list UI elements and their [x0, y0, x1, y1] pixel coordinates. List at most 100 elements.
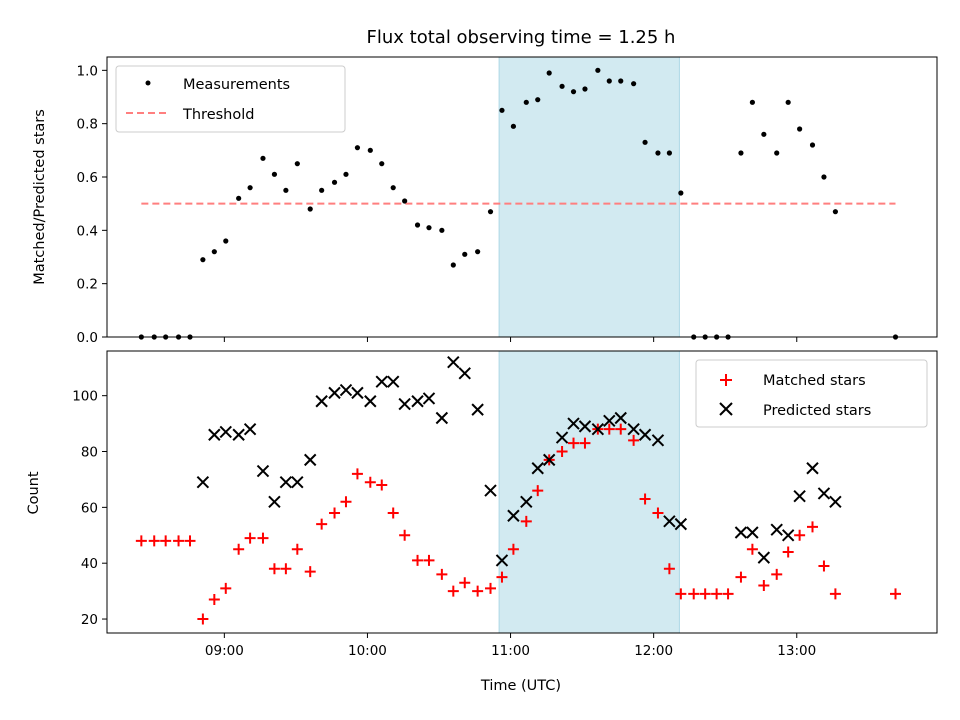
measurement-point — [200, 257, 206, 263]
measurement-point — [510, 123, 517, 129]
measurement-point — [247, 185, 253, 191]
measurement-point — [331, 179, 338, 185]
measurement-point — [666, 150, 672, 156]
measurement-point — [307, 206, 313, 212]
matched-star-point — [496, 571, 508, 583]
matched-star-point — [329, 507, 341, 519]
predicted-star-point — [674, 517, 688, 531]
measurement-point — [832, 209, 838, 215]
matched-star-point — [399, 529, 411, 541]
y-tick-label: 0.6 — [77, 170, 98, 186]
x-axis-label: Time (UTC) — [480, 678, 561, 694]
measurement-point — [749, 99, 755, 105]
predicted-star-point — [447, 355, 460, 369]
legend-matched-marker — [720, 374, 732, 386]
predicted-star-point — [638, 428, 652, 441]
matched-star-point — [351, 468, 363, 480]
measurement-point — [559, 83, 565, 89]
predicted-star-point — [591, 422, 605, 436]
predicted-star-point — [398, 397, 411, 411]
measurement-point — [642, 139, 648, 145]
measurement-point — [367, 147, 373, 153]
predicted-star-point — [746, 526, 759, 539]
y-tick-label: 0.0 — [77, 330, 98, 346]
top-highlight-span — [498, 56, 680, 338]
predicted-star-point — [520, 495, 533, 508]
predicted-star-point — [243, 422, 257, 436]
matched-star-point — [280, 563, 292, 575]
y-tick-label: 60 — [81, 500, 98, 516]
top-y-axis: 0.0 0.2 0.4 0.6 0.8 1.0 — [77, 63, 107, 346]
measurement-point — [631, 81, 637, 87]
y-tick-label: 20 — [81, 612, 98, 628]
bottom-panel: 20 40 60 80 100 09:00 10:00 11:00 12:00 13:00 Co… — [26, 350, 938, 694]
predicted-star-point — [614, 411, 627, 425]
legend-predicted-label: Predicted stars — [763, 403, 871, 419]
top-panel: 0.0 0.2 0.4 0.6 0.8 1.0 Matched/Predicted sta… — [32, 56, 938, 346]
matched-star-point — [818, 560, 830, 572]
x-tick-label: 12:00 — [634, 643, 673, 659]
predicted-star-point — [268, 495, 281, 508]
matched-star-point — [615, 423, 627, 435]
matched-star-point — [794, 529, 806, 541]
matched-star-point — [532, 485, 544, 497]
measurement-point — [390, 185, 396, 191]
measurement-point — [618, 78, 624, 84]
predicted-star-point — [471, 403, 484, 416]
top-plot-frame — [106, 56, 938, 338]
matched-star-point — [782, 546, 794, 558]
matched-star-point — [316, 518, 328, 530]
top-y-axis-label: Matched/Predicted stars — [32, 109, 48, 285]
measurement-point — [821, 174, 827, 180]
predicted-star-point — [458, 367, 471, 380]
predicted-star-point — [829, 495, 842, 508]
predicted-star-point — [328, 386, 341, 400]
matched-star-point — [447, 585, 459, 597]
matched-star-point — [771, 568, 783, 580]
measurement-point — [439, 227, 445, 233]
matched-star-point — [340, 496, 352, 508]
predicted-star-point — [781, 529, 795, 542]
matched-star-point — [485, 582, 497, 594]
predicted-star-point — [422, 392, 436, 405]
predicted-star-point — [507, 509, 520, 522]
legend-threshold-label: Threshold — [182, 107, 254, 123]
top-legend-box — [115, 65, 346, 133]
predicted-star-point — [484, 484, 497, 497]
matched-star-point — [208, 593, 220, 605]
predicted-star-point — [339, 383, 353, 397]
matched-star-point — [291, 543, 303, 555]
matched-star-point — [639, 493, 651, 505]
y-tick-label: 100 — [72, 389, 98, 405]
y-tick-label: 0.4 — [77, 223, 98, 239]
predicted-star-point — [793, 489, 806, 503]
measurement-point — [570, 89, 577, 95]
predicted-star-point — [757, 551, 771, 564]
measurement-point — [402, 198, 408, 204]
matched-star-point — [197, 613, 209, 625]
measurement-point — [809, 142, 816, 148]
predicted-stars-series — [196, 355, 842, 567]
measurement-point — [211, 249, 217, 255]
predicted-star-point — [256, 464, 270, 478]
matched-star-point — [244, 532, 256, 544]
chart-title: Flux total observing time = 1.25 h — [367, 27, 676, 48]
measurement-point — [462, 251, 468, 257]
x-tick-label: 11:00 — [491, 643, 530, 659]
matched-star-point — [711, 588, 723, 600]
x-tick-label: 10:00 — [348, 643, 387, 659]
bottom-legend-box — [695, 359, 928, 428]
matched-star-point — [688, 588, 700, 600]
predicted-star-point — [196, 476, 210, 489]
legend-matched-label: Matched stars — [763, 373, 866, 389]
matched-star-point — [758, 580, 770, 592]
legend-measurements-label: Measurements — [183, 77, 290, 93]
measurement-point — [294, 161, 300, 167]
predicted-star-point — [817, 487, 831, 500]
top-x-ticks — [223, 337, 798, 342]
bottom-y-axis-label: Count — [26, 471, 42, 514]
matched-star-point — [387, 507, 399, 519]
predicted-star-point — [578, 420, 592, 433]
legend-measurements-marker — [145, 80, 151, 86]
